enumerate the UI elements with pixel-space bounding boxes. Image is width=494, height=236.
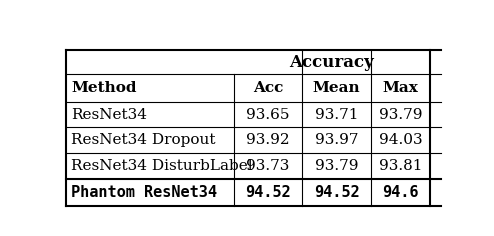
Text: 93.71: 93.71 bbox=[315, 108, 359, 122]
Text: 93.92: 93.92 bbox=[247, 133, 290, 147]
Text: 93.81: 93.81 bbox=[379, 159, 422, 173]
Text: 94.03: 94.03 bbox=[378, 133, 422, 147]
Text: 93.97: 93.97 bbox=[315, 133, 359, 147]
Text: 94.52: 94.52 bbox=[314, 185, 360, 200]
Text: Phantom ResNet34: Phantom ResNet34 bbox=[71, 185, 217, 200]
Text: Max: Max bbox=[382, 81, 418, 95]
Text: 94.6: 94.6 bbox=[382, 185, 419, 200]
Text: Acc: Acc bbox=[253, 81, 284, 95]
Text: 93.79: 93.79 bbox=[379, 108, 422, 122]
Text: 93.79: 93.79 bbox=[315, 159, 359, 173]
Text: Method: Method bbox=[71, 81, 137, 95]
Text: 93.73: 93.73 bbox=[247, 159, 290, 173]
Text: 94.52: 94.52 bbox=[246, 185, 291, 200]
Text: ResNet34 Dropout: ResNet34 Dropout bbox=[71, 133, 216, 147]
Text: ResNet34: ResNet34 bbox=[71, 108, 147, 122]
Text: 93.65: 93.65 bbox=[247, 108, 290, 122]
Text: Accuracy: Accuracy bbox=[289, 54, 374, 71]
Text: ResNet34 DisturbLabel: ResNet34 DisturbLabel bbox=[71, 159, 253, 173]
Text: Mean: Mean bbox=[313, 81, 361, 95]
